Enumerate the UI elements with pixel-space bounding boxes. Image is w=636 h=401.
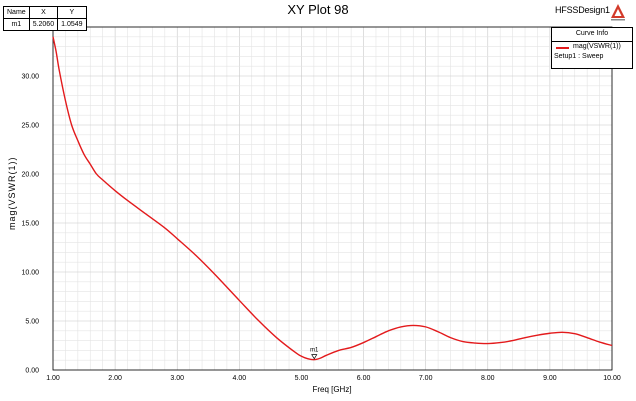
y-tick-label: 25.00: [21, 123, 39, 130]
legend-swatch: [556, 47, 569, 49]
x-axis-label: Freq [GHz]: [312, 385, 352, 394]
x-tick-label: 5.00: [295, 375, 309, 382]
marker-y-cell: 1.0549: [57, 18, 87, 31]
marker-table-row: m1 5.2060 1.0549: [3, 18, 87, 31]
y-tick-labels: 0.00 5.00 10.00 15.00 20.00 25.00 30.00: [21, 74, 39, 375]
marker-col-name: Name: [3, 6, 30, 19]
y-tick-label: 30.00: [21, 74, 39, 81]
marker-x-cell: 5.2060: [28, 18, 59, 31]
legend-series-name: mag(VSWR(1)): [573, 43, 621, 50]
x-tick-label: 3.00: [170, 375, 184, 382]
marker-m1-icon: [311, 354, 318, 360]
y-axis-label: mag(VSWR(1)): [7, 156, 17, 230]
marker-group: m1: [310, 348, 319, 360]
x-tick-label: 6.00: [357, 375, 371, 382]
x-tick-labels: 1.00 2.00 3.00 4.00 5.00 6.00 7.00 8.00 9.00 10.0…: [46, 375, 621, 382]
plot-grid: [52, 26, 613, 371]
marker-name-cell: m1: [3, 18, 30, 31]
marker-col-x: X: [28, 6, 59, 19]
y-tick-label: 20.00: [21, 172, 39, 179]
curve-info-legend[interactable]: Curve Info mag(VSWR(1)) Setup1 : Sweep: [551, 27, 633, 69]
y-tick-label: 15.00: [21, 221, 39, 228]
curve-info-divider: [552, 41, 632, 42]
curve-info-title: Curve Info: [575, 30, 609, 37]
x-tick-label: 1.00: [46, 375, 60, 382]
marker-col-y: Y: [57, 6, 87, 19]
ansys-logo-icon: [611, 4, 625, 21]
marker-table-header: Name X Y: [3, 6, 87, 19]
x-tick-label: 8.00: [481, 375, 495, 382]
x-tick-label: 9.00: [543, 375, 557, 382]
y-tick-label: 10.00: [21, 270, 39, 277]
x-tick-label: 10.00: [603, 375, 621, 382]
plot-title: XY Plot 98: [287, 2, 349, 17]
x-tick-label: 2.00: [108, 375, 122, 382]
series-line-vswr: [52, 36, 613, 361]
design-name: HFSSDesign1: [555, 5, 610, 15]
x-tick-label: 4.00: [233, 375, 247, 382]
legend-setup-name: Setup1 : Sweep: [554, 53, 604, 60]
marker-table: Name X Y m1 5.2060 1.0549: [3, 6, 87, 31]
plot-frame: [52, 26, 613, 371]
marker-m1-label: m1: [310, 348, 319, 354]
y-tick-label: 5.00: [25, 319, 39, 326]
x-tick-label: 7.00: [419, 375, 433, 382]
y-tick-label: 0.00: [25, 368, 39, 375]
